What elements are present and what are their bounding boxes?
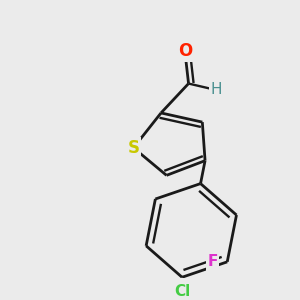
Text: S: S (128, 139, 140, 157)
Text: H: H (210, 82, 222, 98)
Text: F: F (207, 254, 218, 269)
Text: O: O (178, 42, 192, 60)
Text: Cl: Cl (174, 284, 190, 299)
